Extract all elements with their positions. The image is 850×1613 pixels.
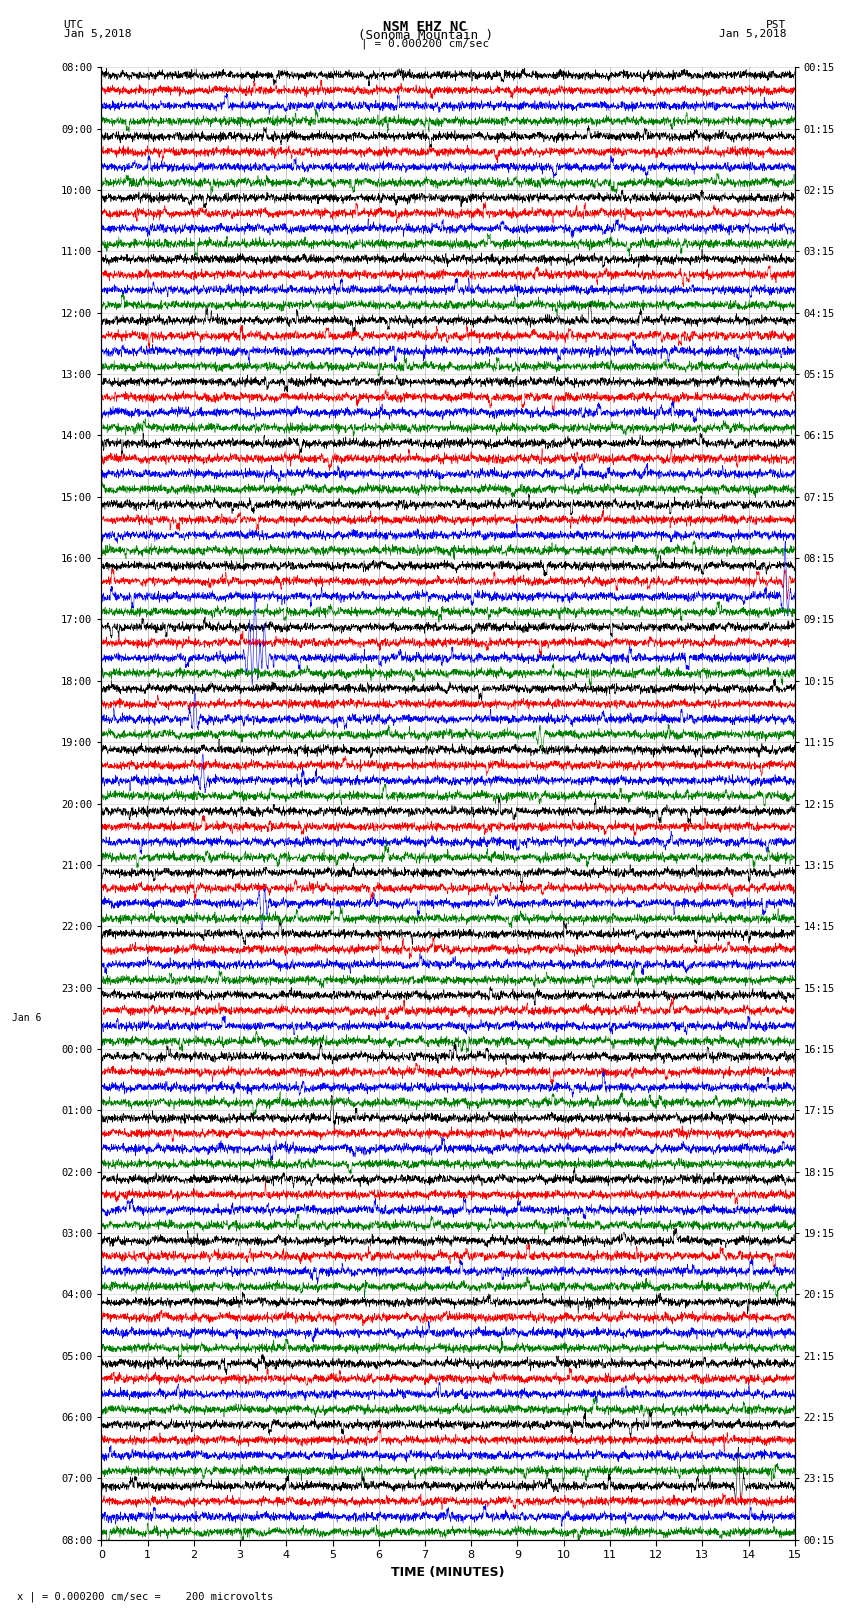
X-axis label: TIME (MINUTES): TIME (MINUTES) xyxy=(391,1566,505,1579)
Text: NSM EHZ NC: NSM EHZ NC xyxy=(383,19,467,34)
Text: Jan 5,2018: Jan 5,2018 xyxy=(719,29,786,39)
Text: Jan 5,2018: Jan 5,2018 xyxy=(64,29,131,39)
Text: x | = 0.000200 cm/sec =    200 microvolts: x | = 0.000200 cm/sec = 200 microvolts xyxy=(17,1590,273,1602)
Text: (Sonoma Mountain ): (Sonoma Mountain ) xyxy=(358,29,492,42)
Text: Jan 6: Jan 6 xyxy=(12,1013,42,1023)
Text: | = 0.000200 cm/sec: | = 0.000200 cm/sec xyxy=(361,39,489,50)
Text: PST: PST xyxy=(766,19,786,31)
Text: UTC: UTC xyxy=(64,19,84,31)
